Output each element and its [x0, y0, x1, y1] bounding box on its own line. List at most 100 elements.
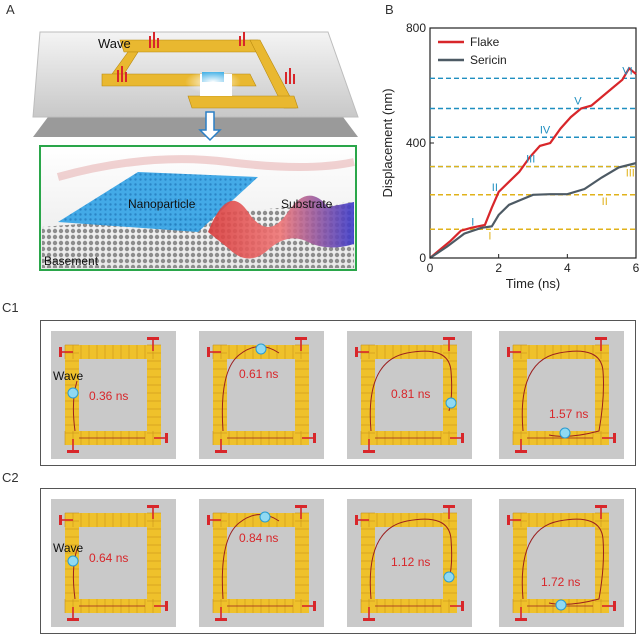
wave-source-marker [59, 515, 62, 525]
graphene-frame [207, 337, 316, 453]
trajectory-path [369, 518, 453, 600]
zoom-inset [39, 145, 357, 271]
panel-c1-box: Wave 0.36 ns 0.61 ns 0.81 ns 1.57 ns [40, 320, 636, 466]
reference-label: IV [540, 124, 551, 136]
wave-source-marker [147, 505, 159, 508]
x-tick-label: 2 [495, 261, 502, 275]
trajectory-path [369, 350, 453, 432]
graphene-frame [355, 505, 464, 621]
wave-source-marker [67, 618, 79, 621]
nanoparticle-icon [443, 571, 455, 583]
wave-source-marker [595, 505, 607, 508]
wave-source-marker [507, 515, 510, 525]
c2-tile-3 [347, 499, 472, 627]
panel-c2-box: Wave 0.64 ns 0.84 ns 1.12 ns 1.72 ns [40, 488, 636, 634]
wave-source-marker [355, 515, 358, 525]
y-tick-label: 400 [406, 136, 426, 150]
c2-tile-4 [499, 499, 624, 627]
y-tick-label: 800 [406, 21, 426, 35]
wave-source-marker [355, 347, 358, 357]
wave-source-marker [207, 347, 210, 357]
x-tick-label: 4 [564, 261, 571, 275]
wave-source-marker [363, 618, 375, 621]
y-tick-label: 0 [419, 251, 426, 265]
trajectory-path [521, 518, 604, 605]
nanoparticle-icon [67, 555, 79, 567]
panel-c2-letter: C2 [2, 470, 19, 485]
c2-wave-label: Wave [53, 541, 84, 555]
wave-source-marker [595, 337, 607, 340]
reference-label: VI [622, 65, 632, 77]
plot-frame [429, 27, 637, 259]
c1-time-4: 1.57 ns [549, 407, 589, 421]
c1-time-2: 0.61 ns [239, 367, 279, 381]
reference-label: III [626, 168, 635, 180]
panel-b-letter: B [385, 2, 394, 17]
wave-source-marker [165, 433, 168, 443]
nanoparticle-icon [67, 387, 79, 399]
c1-tile-4 [499, 331, 624, 459]
wave-source-marker [207, 515, 210, 525]
c1-tile-2 [199, 331, 324, 459]
panel-a-wave-label: Wave [98, 36, 131, 51]
nanoparticle-label: Nanoparticle [128, 197, 196, 211]
trajectory-path [221, 514, 280, 600]
wave-source-marker [443, 337, 455, 340]
c1-time-1: 0.36 ns [89, 389, 129, 403]
panel-b-chart: I II III IV V VI I II III 0 2 4 6 0 400 800 Time (ns) Dis… [378, 6, 640, 306]
x-tick-label: 6 [633, 261, 640, 275]
c2-time-4: 1.72 ns [541, 575, 581, 589]
nanoparticle-icon [445, 397, 457, 409]
nanoparticle-icon [559, 427, 571, 439]
trajectory-path [221, 346, 280, 432]
wave-source-marker [613, 601, 616, 611]
trajectory-path [521, 350, 604, 437]
series-line-sericin [429, 162, 637, 259]
wave-source-marker [515, 450, 527, 453]
substrate-label: Substrate [281, 197, 333, 211]
graphene-frame [355, 337, 464, 453]
wave-source-marker [461, 601, 464, 611]
legend-label: Flake [470, 35, 500, 49]
wave-source-marker [215, 618, 227, 621]
c1-time-3: 0.81 ns [391, 387, 431, 401]
wave-source-marker [165, 601, 168, 611]
wave-source-marker [507, 347, 510, 357]
wave-source-marker [363, 450, 375, 453]
wave-source-marker [295, 337, 307, 340]
c1-wave-label: Wave [53, 369, 84, 383]
wave-source-marker [313, 601, 316, 611]
reference-label: II [602, 196, 608, 208]
legend-label: Sericin [470, 53, 507, 67]
c2-tile-1 [51, 499, 176, 627]
reference-label: V [574, 96, 582, 108]
x-tick-label: 0 [427, 261, 434, 275]
wave-source-marker [59, 347, 62, 357]
panel-a-illustration: Wave Nanoparticle Substrate Basement [28, 12, 378, 274]
reference-label: II [492, 182, 498, 194]
zoom-arrow-icon [198, 111, 222, 142]
nanoparticle-icon [555, 599, 567, 611]
wave-spikes [117, 32, 295, 84]
y-axis-label: Displacement (nm) [380, 88, 395, 197]
wave-source-marker [461, 433, 464, 443]
wave-source-marker [515, 618, 527, 621]
wave-source-marker [295, 505, 307, 508]
c1-tile-3 [347, 331, 472, 459]
c2-tile-2 [199, 499, 324, 627]
c2-time-2: 0.84 ns [239, 531, 279, 545]
c2-time-1: 0.64 ns [89, 551, 129, 565]
x-axis-label: Time (ns) [506, 276, 560, 291]
wave-source-marker [67, 450, 79, 453]
nanoparticle-icon [259, 511, 271, 523]
c1-tile-1 [51, 331, 176, 459]
panel-a-letter: A [6, 2, 15, 17]
trajectory-path [72, 380, 78, 432]
wave-source-marker [443, 505, 455, 508]
trajectory-path [72, 548, 78, 600]
c2-time-3: 1.12 ns [391, 555, 431, 569]
basement-label: Basement [44, 254, 99, 268]
reference-label: I [471, 216, 474, 228]
nanoparticle-icon [255, 343, 267, 355]
wave-source-marker [215, 450, 227, 453]
